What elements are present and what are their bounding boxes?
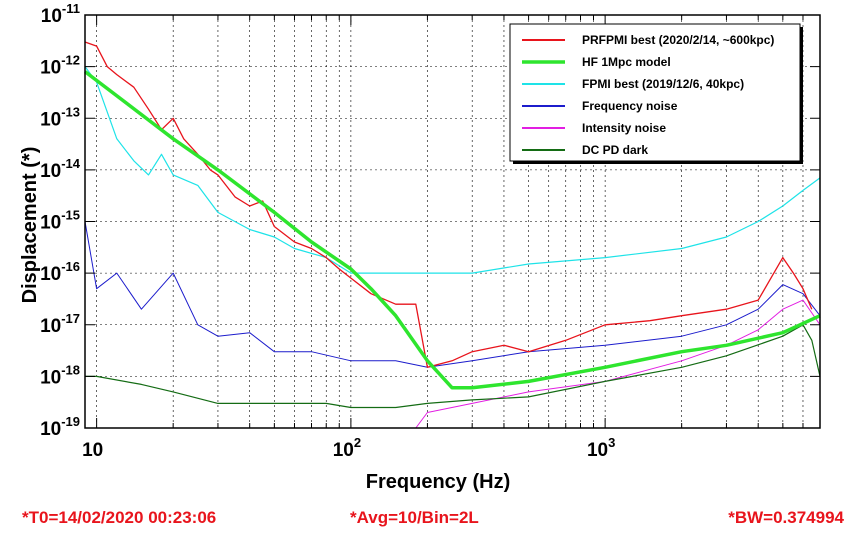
y-tick-labels: 10-19 10-18 10-17 10-16 10-15 10-14 10-13 10-12… bbox=[40, 1, 81, 440]
spectrum-chart: 10 102 103 10-1910-1810-1710-1610-1510-141… bbox=[19, 1, 821, 493]
y-tick-label: 10-13 bbox=[40, 104, 80, 130]
legend-label: DC PD dark bbox=[582, 143, 648, 157]
y-tick-label: 10-16 bbox=[40, 259, 80, 285]
series-line bbox=[85, 324, 821, 409]
y-tick-label: 10-18 bbox=[40, 362, 80, 388]
x-tick-label: 103 bbox=[587, 435, 615, 461]
series-layer bbox=[83, 41, 821, 429]
y-axis-label: Displacement (*) bbox=[19, 147, 41, 304]
y-tick-label: 10-14 bbox=[40, 156, 81, 182]
x-axis-label: Frequency (Hz) bbox=[366, 471, 510, 493]
x-tick-label: 102 bbox=[333, 435, 361, 461]
footer-avg: *Avg=10/Bin=2L bbox=[350, 508, 479, 527]
footer-bw: *BW=0.374994 bbox=[728, 508, 844, 527]
y-tick-label: 10-15 bbox=[40, 208, 80, 234]
ticks bbox=[84, 14, 821, 429]
y-tick-label: 10-17 bbox=[40, 311, 80, 337]
series-line bbox=[415, 299, 821, 429]
series-line bbox=[84, 221, 821, 368]
y-tick-label: 10-12 bbox=[40, 53, 80, 79]
legend-label: Frequency noise bbox=[582, 99, 678, 113]
legend-label: PRFPMI best (2020/2/14, ~600kpc) bbox=[582, 33, 774, 47]
footer-t0: *T0=14/02/2020 00:23:06 bbox=[22, 508, 217, 527]
legend-box bbox=[509, 23, 801, 162]
y-tick-label: 10-11 bbox=[41, 1, 80, 27]
legend-label: HF 1Mpc model bbox=[582, 55, 671, 69]
legend-label: Intensity noise bbox=[582, 121, 666, 135]
y-tick-label: 10-19 bbox=[40, 414, 80, 440]
legend: PRFPMI best (2020/2/14, ~600kpc) HF 1Mpc … bbox=[509, 23, 803, 164]
series-line bbox=[84, 41, 813, 368]
x-tick-label: 10 bbox=[82, 440, 103, 461]
series-line bbox=[83, 70, 821, 390]
legend-label: FPMI best (2019/12/6, 40kpc) bbox=[582, 77, 744, 91]
x-tick-labels: 10 102 103 bbox=[82, 435, 615, 461]
